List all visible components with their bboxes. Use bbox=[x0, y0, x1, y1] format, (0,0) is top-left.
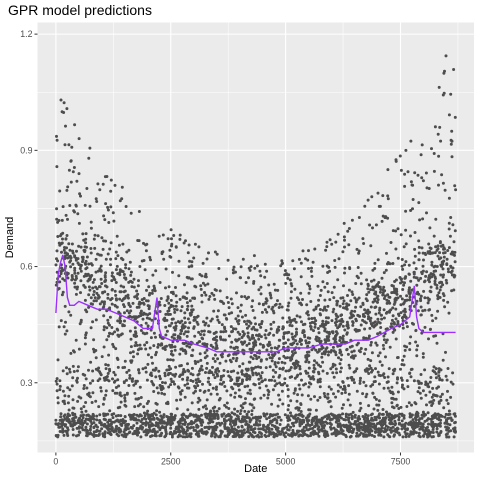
y-tick-label: 0.6 bbox=[20, 262, 32, 272]
x-axis-ticks: 0 2500 5000 7500 bbox=[53, 452, 411, 467]
x-axis-title: Date bbox=[244, 463, 267, 475]
x-tick-label: 7500 bbox=[391, 457, 411, 467]
y-axis-ticks: 0.3 0.6 0.9 1.2 bbox=[20, 29, 38, 388]
x-tick-label: 2500 bbox=[161, 457, 181, 467]
x-tick-label: 0 bbox=[53, 457, 58, 467]
prediction-line-layer bbox=[55, 254, 456, 353]
y-tick-label: 1.2 bbox=[20, 29, 32, 39]
chart-title: GPR model predictions bbox=[8, 2, 152, 18]
x-tick-label: 5000 bbox=[276, 457, 296, 467]
y-axis-title: Demand bbox=[4, 217, 16, 259]
prediction-line bbox=[55, 254, 456, 353]
y-tick-label: 0.3 bbox=[20, 378, 32, 388]
y-tick-label: 0.9 bbox=[20, 145, 32, 155]
